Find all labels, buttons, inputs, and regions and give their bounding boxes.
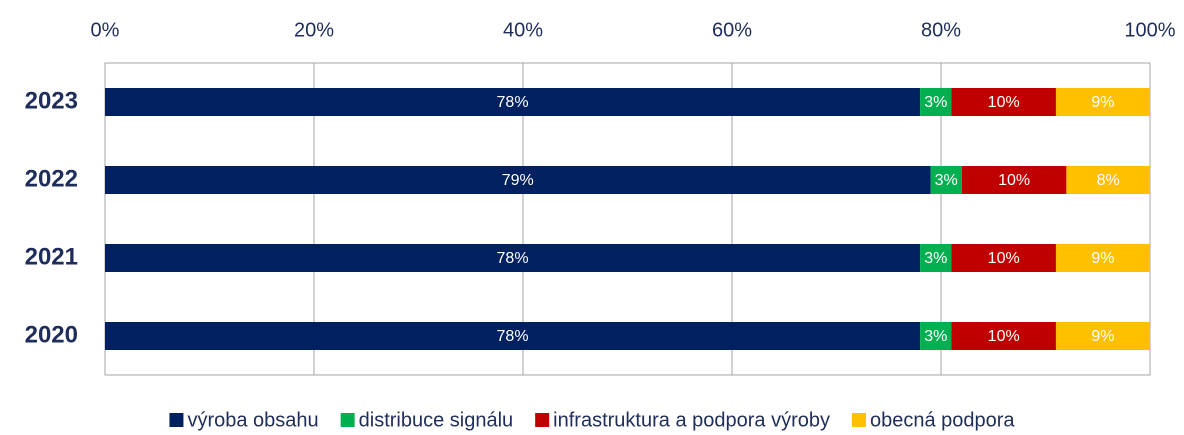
bar-segment [920, 88, 952, 116]
x-tick-label: 80% [921, 19, 961, 41]
y-tick-label: 2023 [25, 87, 78, 114]
data-label: 9% [1091, 94, 1114, 111]
legend-swatch [169, 413, 184, 427]
legend-swatch [851, 413, 866, 427]
data-label: 78% [497, 94, 529, 111]
y-tick-label: 2020 [25, 321, 78, 348]
bar-segment [920, 322, 952, 350]
data-label: 10% [998, 172, 1030, 189]
legend-swatch [340, 413, 355, 427]
data-label: 78% [497, 328, 529, 345]
legend-label: infrastruktura a podpora výroby [553, 409, 830, 431]
data-label: 78% [497, 250, 529, 267]
bar-segment [105, 166, 931, 194]
data-label: 10% [988, 250, 1020, 267]
bar-segment [105, 244, 921, 272]
data-label: 3% [924, 328, 947, 345]
data-label: 79% [502, 172, 534, 189]
bar-segment [1055, 244, 1150, 272]
x-tick-label: 0% [91, 19, 120, 41]
data-label: 9% [1091, 328, 1114, 345]
data-label: 9% [1091, 250, 1114, 267]
bar-segment [951, 244, 1056, 272]
x-tick-label: 60% [712, 19, 752, 41]
bar-segment [951, 88, 1056, 116]
x-tick-label: 20% [294, 19, 334, 41]
legend-label: obecná podpora [870, 409, 1015, 431]
bar-segment [1055, 88, 1150, 116]
bar-segment [930, 166, 962, 194]
bar-segment [961, 166, 1067, 194]
bar-segment [951, 322, 1056, 350]
bar-segment [1066, 166, 1150, 194]
data-label: 10% [988, 94, 1020, 111]
data-label: 3% [935, 172, 958, 189]
data-label: 10% [988, 328, 1020, 345]
bar-segment [105, 322, 921, 350]
x-tick-label: 100% [1124, 19, 1175, 41]
y-tick-label: 2021 [25, 243, 78, 270]
data-label: 3% [924, 94, 947, 111]
bar-segment [1055, 322, 1150, 350]
y-tick-label: 2022 [25, 165, 78, 192]
bar-segment [105, 88, 921, 116]
legend-label: distribuce signálu [359, 409, 514, 431]
legend-label: výroba obsahu [187, 409, 318, 431]
plot-border [104, 62, 1151, 376]
data-label: 8% [1097, 172, 1120, 189]
legend-swatch [535, 413, 550, 427]
data-label: 3% [924, 250, 947, 267]
x-tick-label: 40% [503, 19, 543, 41]
bar-segment [920, 244, 952, 272]
